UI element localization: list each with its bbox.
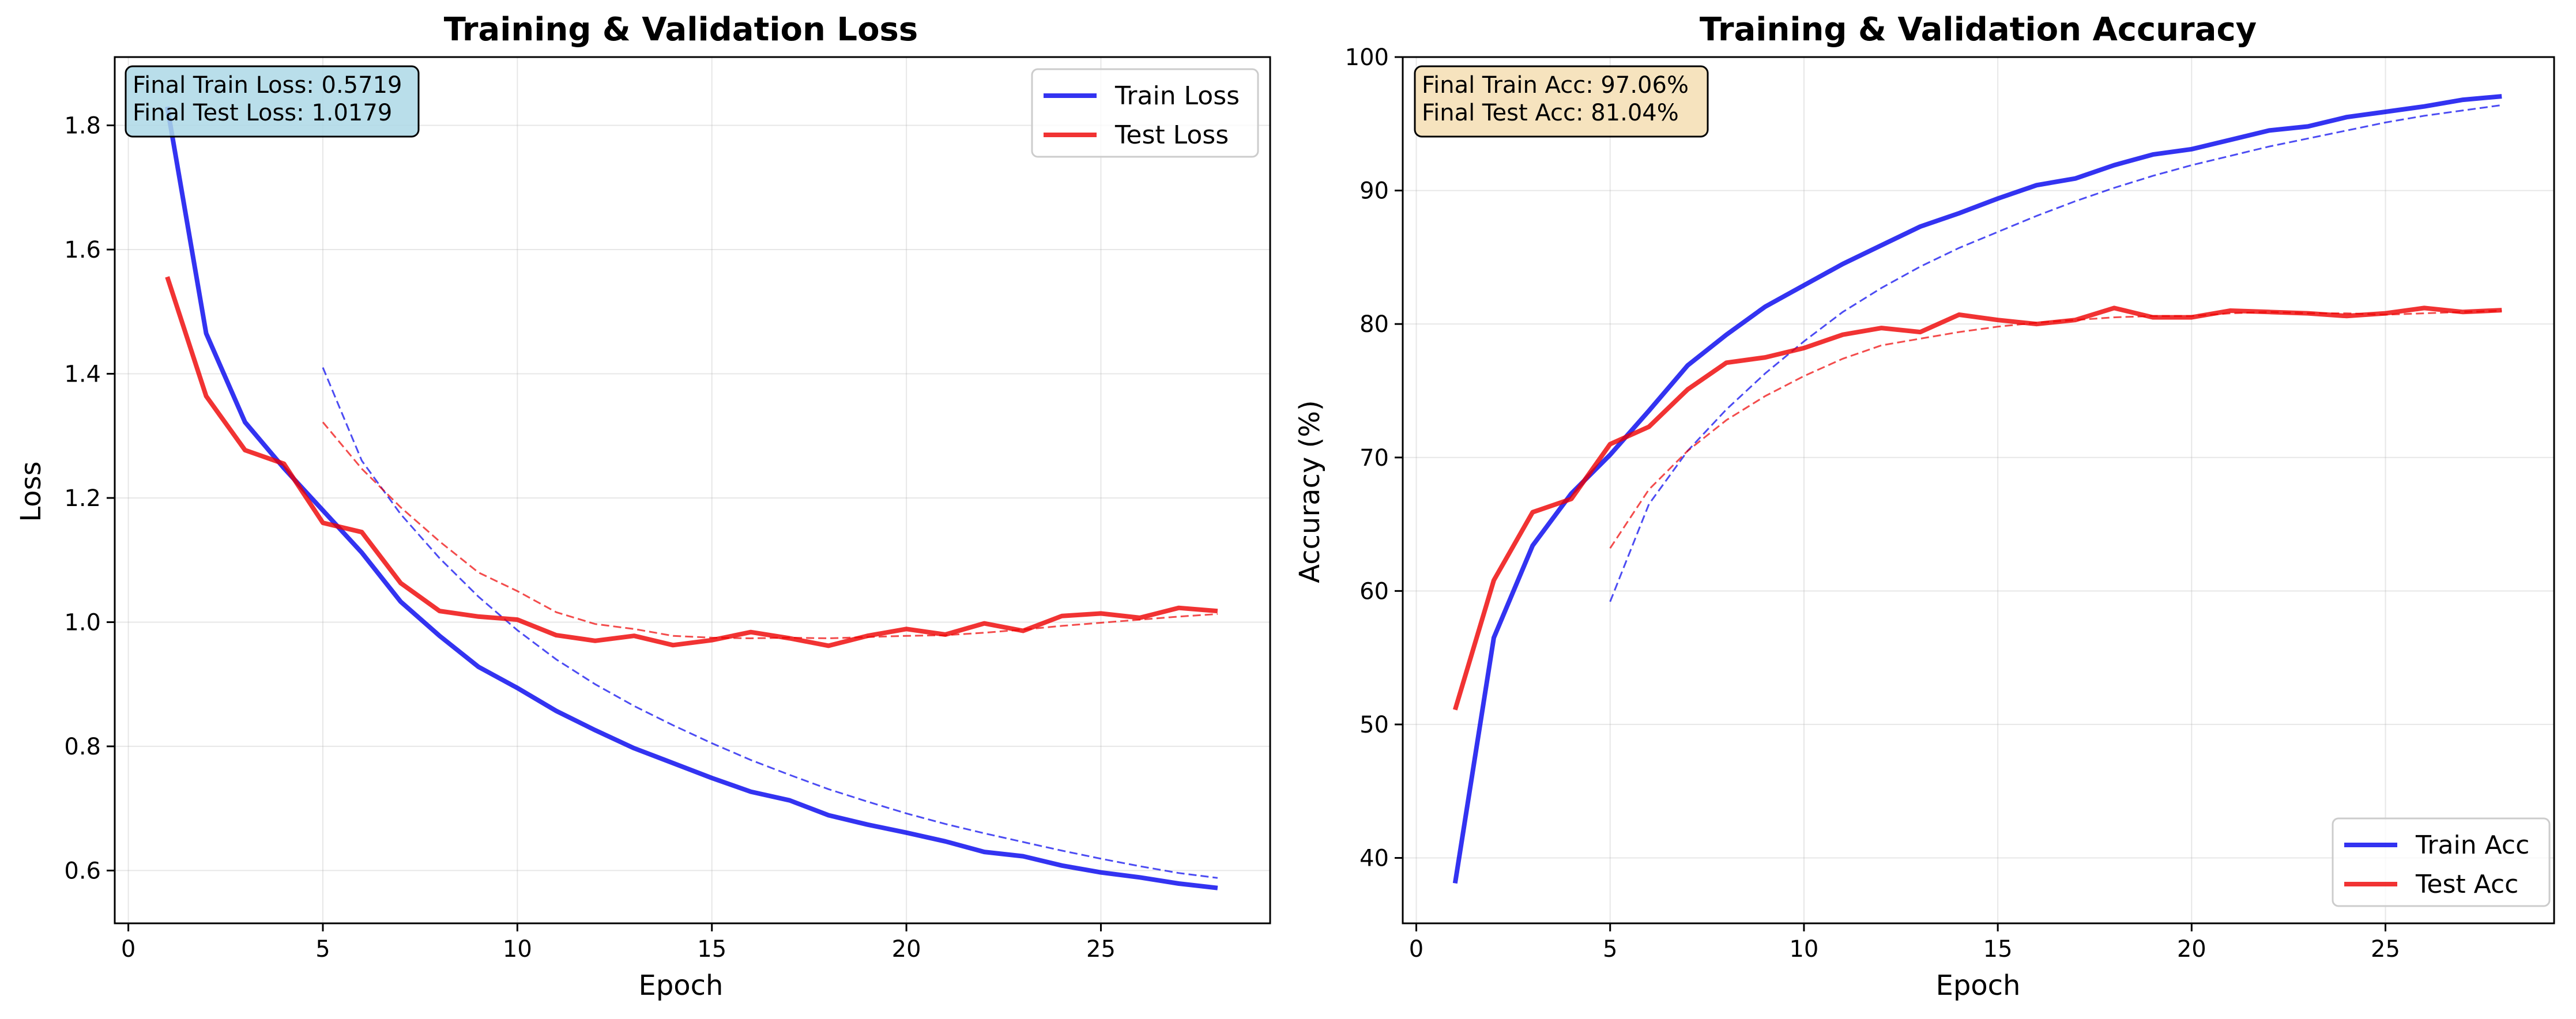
accuracy-annotation-box [1414,65,1709,138]
loss-y-tick-label-4: 1.4 [64,361,101,387]
accuracy-x-tick-label-3: 15 [1983,936,2013,963]
loss-annotation-line-0: Final Train Loss: 0.5719 [133,72,402,99]
accuracy-legend-label-1: Test Acc [2415,870,2518,899]
loss-y-tick-label-6: 1.8 [64,113,101,139]
loss-x-tick-label-0: 0 [121,936,135,963]
accuracy-series-line-train-acc [1452,94,2502,884]
loss-axes-frame [114,56,1271,924]
loss-chart-ylabel: Loss [15,461,47,522]
loss-y-tick-label-3: 1.2 [64,485,101,512]
accuracy-y-tick-label-0: 40 [1359,846,1389,872]
loss-x-tick-label-3: 15 [697,936,726,963]
loss-y-tick-label-5: 1.6 [64,237,101,263]
loss-trend-line-0 [322,367,1218,879]
accuracy-y-tick-label-5: 90 [1359,178,1389,205]
accuracy-x-tick-label-0: 0 [1409,936,1423,963]
accuracy-trend-line-0 [1609,104,2502,602]
loss-chart-panel: Training & Validation Loss Epoch Loss 0 5… [15,11,1271,1002]
loss-x-tick-label-2: 10 [503,936,532,963]
loss-y-tick-label-1: 0.8 [64,734,101,760]
accuracy-legend-label-0: Train Acc [2415,831,2529,860]
accuracy-axes-frame [1402,56,2555,924]
accuracy-chart-title: Training & Validation Accuracy [1700,11,2257,48]
accuracy-x-tick-label-5: 25 [2371,936,2400,963]
accuracy-y-tick-label-4: 80 [1359,311,1389,338]
loss-chart-title: Training & Validation Loss [444,11,918,48]
loss-y-tick-label-0: 0.6 [64,858,101,884]
loss-x-tick-label-1: 5 [315,936,330,963]
accuracy-chart-xlabel: Epoch [1936,969,2021,1002]
accuracy-annotation-line-1: Final Test Acc: 81.04% [1422,100,1679,126]
loss-chart-xlabel: Epoch [639,969,724,1002]
loss-legend-label-1: Test Loss [1114,120,1229,150]
loss-trend-line-1 [322,421,1218,640]
accuracy-annotation-line-0: Final Train Acc: 97.06% [1422,72,1689,99]
accuracy-x-tick-label-2: 10 [1789,936,1818,963]
accuracy-series-line-test-acc [1452,305,2502,711]
loss-series-line-train-loss [165,106,1218,890]
loss-series-line-test-loss [165,276,1218,648]
loss-y-tick-label-2: 1.0 [64,609,101,636]
loss-x-tick-label-4: 20 [892,936,921,963]
loss-legend-label-0: Train Loss [1114,81,1240,111]
accuracy-chart-panel: Training & Validation Accuracy Epoch Acc… [1294,11,2555,1002]
loss-annotation-line-1: Final Test Loss: 1.0179 [133,100,392,126]
accuracy-x-tick-label-1: 5 [1603,936,1617,963]
accuracy-chart-ylabel: Accuracy (%) [1294,400,1326,583]
accuracy-y-tick-label-3: 70 [1359,445,1389,471]
accuracy-y-tick-label-2: 60 [1359,578,1389,605]
loss-annotation-box [125,65,420,138]
accuracy-y-tick-label-1: 50 [1359,712,1389,738]
loss-x-tick-label-5: 25 [1086,936,1116,963]
accuracy-y-tick-label-6: 100 [1345,44,1389,71]
accuracy-x-tick-label-4: 20 [2177,936,2206,963]
